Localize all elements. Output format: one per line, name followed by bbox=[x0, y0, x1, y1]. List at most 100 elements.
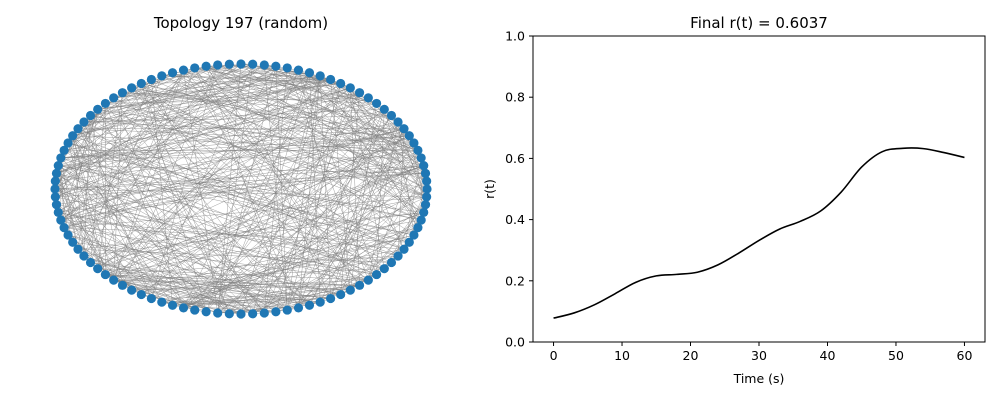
network-edge bbox=[72, 135, 399, 257]
network-edge bbox=[113, 97, 265, 314]
network-edge bbox=[141, 135, 410, 295]
network-node bbox=[409, 230, 419, 240]
network-edge bbox=[90, 115, 426, 174]
network-edge bbox=[83, 121, 410, 137]
network-edge bbox=[384, 196, 427, 269]
network-node bbox=[109, 275, 119, 285]
y-tick-label: 0.4 bbox=[505, 212, 525, 227]
network-edge bbox=[309, 128, 405, 306]
network-node bbox=[146, 74, 156, 85]
network-node bbox=[100, 98, 111, 109]
network-node bbox=[63, 230, 73, 240]
network-edge bbox=[217, 66, 277, 314]
y-tick-label: 0.8 bbox=[505, 90, 525, 105]
network-edge bbox=[151, 79, 173, 306]
y-tick-label: 1.0 bbox=[505, 29, 525, 44]
network-edge bbox=[67, 234, 310, 306]
network-edge bbox=[217, 165, 424, 314]
network-node bbox=[416, 215, 426, 225]
network-edge bbox=[55, 64, 265, 182]
network-edge bbox=[105, 219, 422, 275]
network-node bbox=[167, 68, 178, 78]
network-edge bbox=[64, 196, 427, 228]
network-edge bbox=[206, 65, 377, 104]
network-edge bbox=[217, 157, 422, 314]
network-edge bbox=[359, 92, 426, 174]
network-edge bbox=[54, 173, 426, 190]
network-edge bbox=[183, 70, 218, 314]
network-node bbox=[136, 289, 146, 300]
network-node bbox=[224, 59, 234, 69]
network-edge bbox=[275, 83, 341, 312]
network-edge bbox=[309, 72, 422, 221]
network-node bbox=[399, 124, 409, 134]
network-edge bbox=[298, 69, 410, 136]
network-node bbox=[413, 145, 423, 155]
network-node bbox=[53, 160, 63, 171]
network-edge bbox=[56, 87, 351, 174]
y-tick-label: 0.6 bbox=[505, 151, 525, 166]
network-node bbox=[157, 297, 167, 307]
network-edge bbox=[287, 109, 385, 311]
network-node bbox=[404, 131, 414, 141]
network-edge bbox=[319, 75, 331, 299]
network-node bbox=[315, 297, 325, 307]
network-edge bbox=[350, 173, 426, 291]
network-edge bbox=[217, 72, 310, 314]
network-edge bbox=[376, 103, 426, 174]
network-node bbox=[393, 117, 403, 127]
network-edge bbox=[90, 83, 341, 263]
network-edge bbox=[340, 83, 426, 174]
network-edge bbox=[229, 173, 426, 314]
network-node bbox=[117, 280, 128, 290]
network-edge bbox=[141, 66, 277, 295]
network-edge bbox=[55, 173, 426, 198]
network-edge bbox=[60, 83, 142, 159]
network-node bbox=[363, 275, 373, 285]
network-edge bbox=[183, 69, 424, 213]
network-edge bbox=[131, 87, 410, 243]
network-node bbox=[79, 251, 89, 261]
network-edge bbox=[141, 294, 242, 315]
network-node bbox=[213, 308, 223, 318]
network-edge bbox=[97, 165, 424, 269]
network-node bbox=[201, 307, 211, 317]
network-node bbox=[304, 300, 315, 310]
network-node bbox=[109, 93, 119, 103]
network-edge bbox=[229, 115, 392, 314]
network-edge bbox=[60, 128, 405, 159]
network-node bbox=[363, 93, 373, 103]
network-edge bbox=[64, 103, 377, 151]
network-node bbox=[386, 110, 397, 121]
network-edge bbox=[122, 135, 410, 286]
network-edge bbox=[97, 92, 123, 269]
network-node bbox=[293, 65, 304, 75]
network-edge bbox=[72, 135, 418, 151]
network-edge bbox=[60, 219, 341, 295]
network-edge bbox=[229, 92, 360, 314]
network-node bbox=[201, 61, 211, 71]
network-edge bbox=[141, 83, 418, 151]
network-node bbox=[379, 104, 389, 114]
network-edge bbox=[105, 274, 299, 309]
network-node bbox=[79, 117, 89, 127]
network-node bbox=[404, 237, 414, 247]
network-node bbox=[127, 285, 137, 295]
network-edge bbox=[368, 150, 419, 281]
y-tick-label: 0.2 bbox=[505, 273, 525, 288]
y-axis-label: r(t) bbox=[482, 179, 497, 199]
network-node bbox=[271, 307, 281, 317]
x-tick-label: 0 bbox=[550, 348, 558, 363]
network-node bbox=[315, 71, 325, 81]
x-tick-label: 60 bbox=[957, 348, 973, 363]
network-node bbox=[56, 215, 66, 225]
network-node bbox=[224, 309, 234, 319]
plot-frame bbox=[532, 35, 986, 343]
network-node bbox=[213, 60, 223, 70]
y-axis-ticks: 0.0 0.2 0.4 0.6 0.8 1.0 bbox=[505, 29, 533, 350]
network-node bbox=[271, 61, 281, 71]
network-node bbox=[345, 285, 355, 295]
network-edge bbox=[72, 79, 331, 137]
network-edge bbox=[105, 274, 331, 299]
network-node bbox=[190, 63, 200, 73]
